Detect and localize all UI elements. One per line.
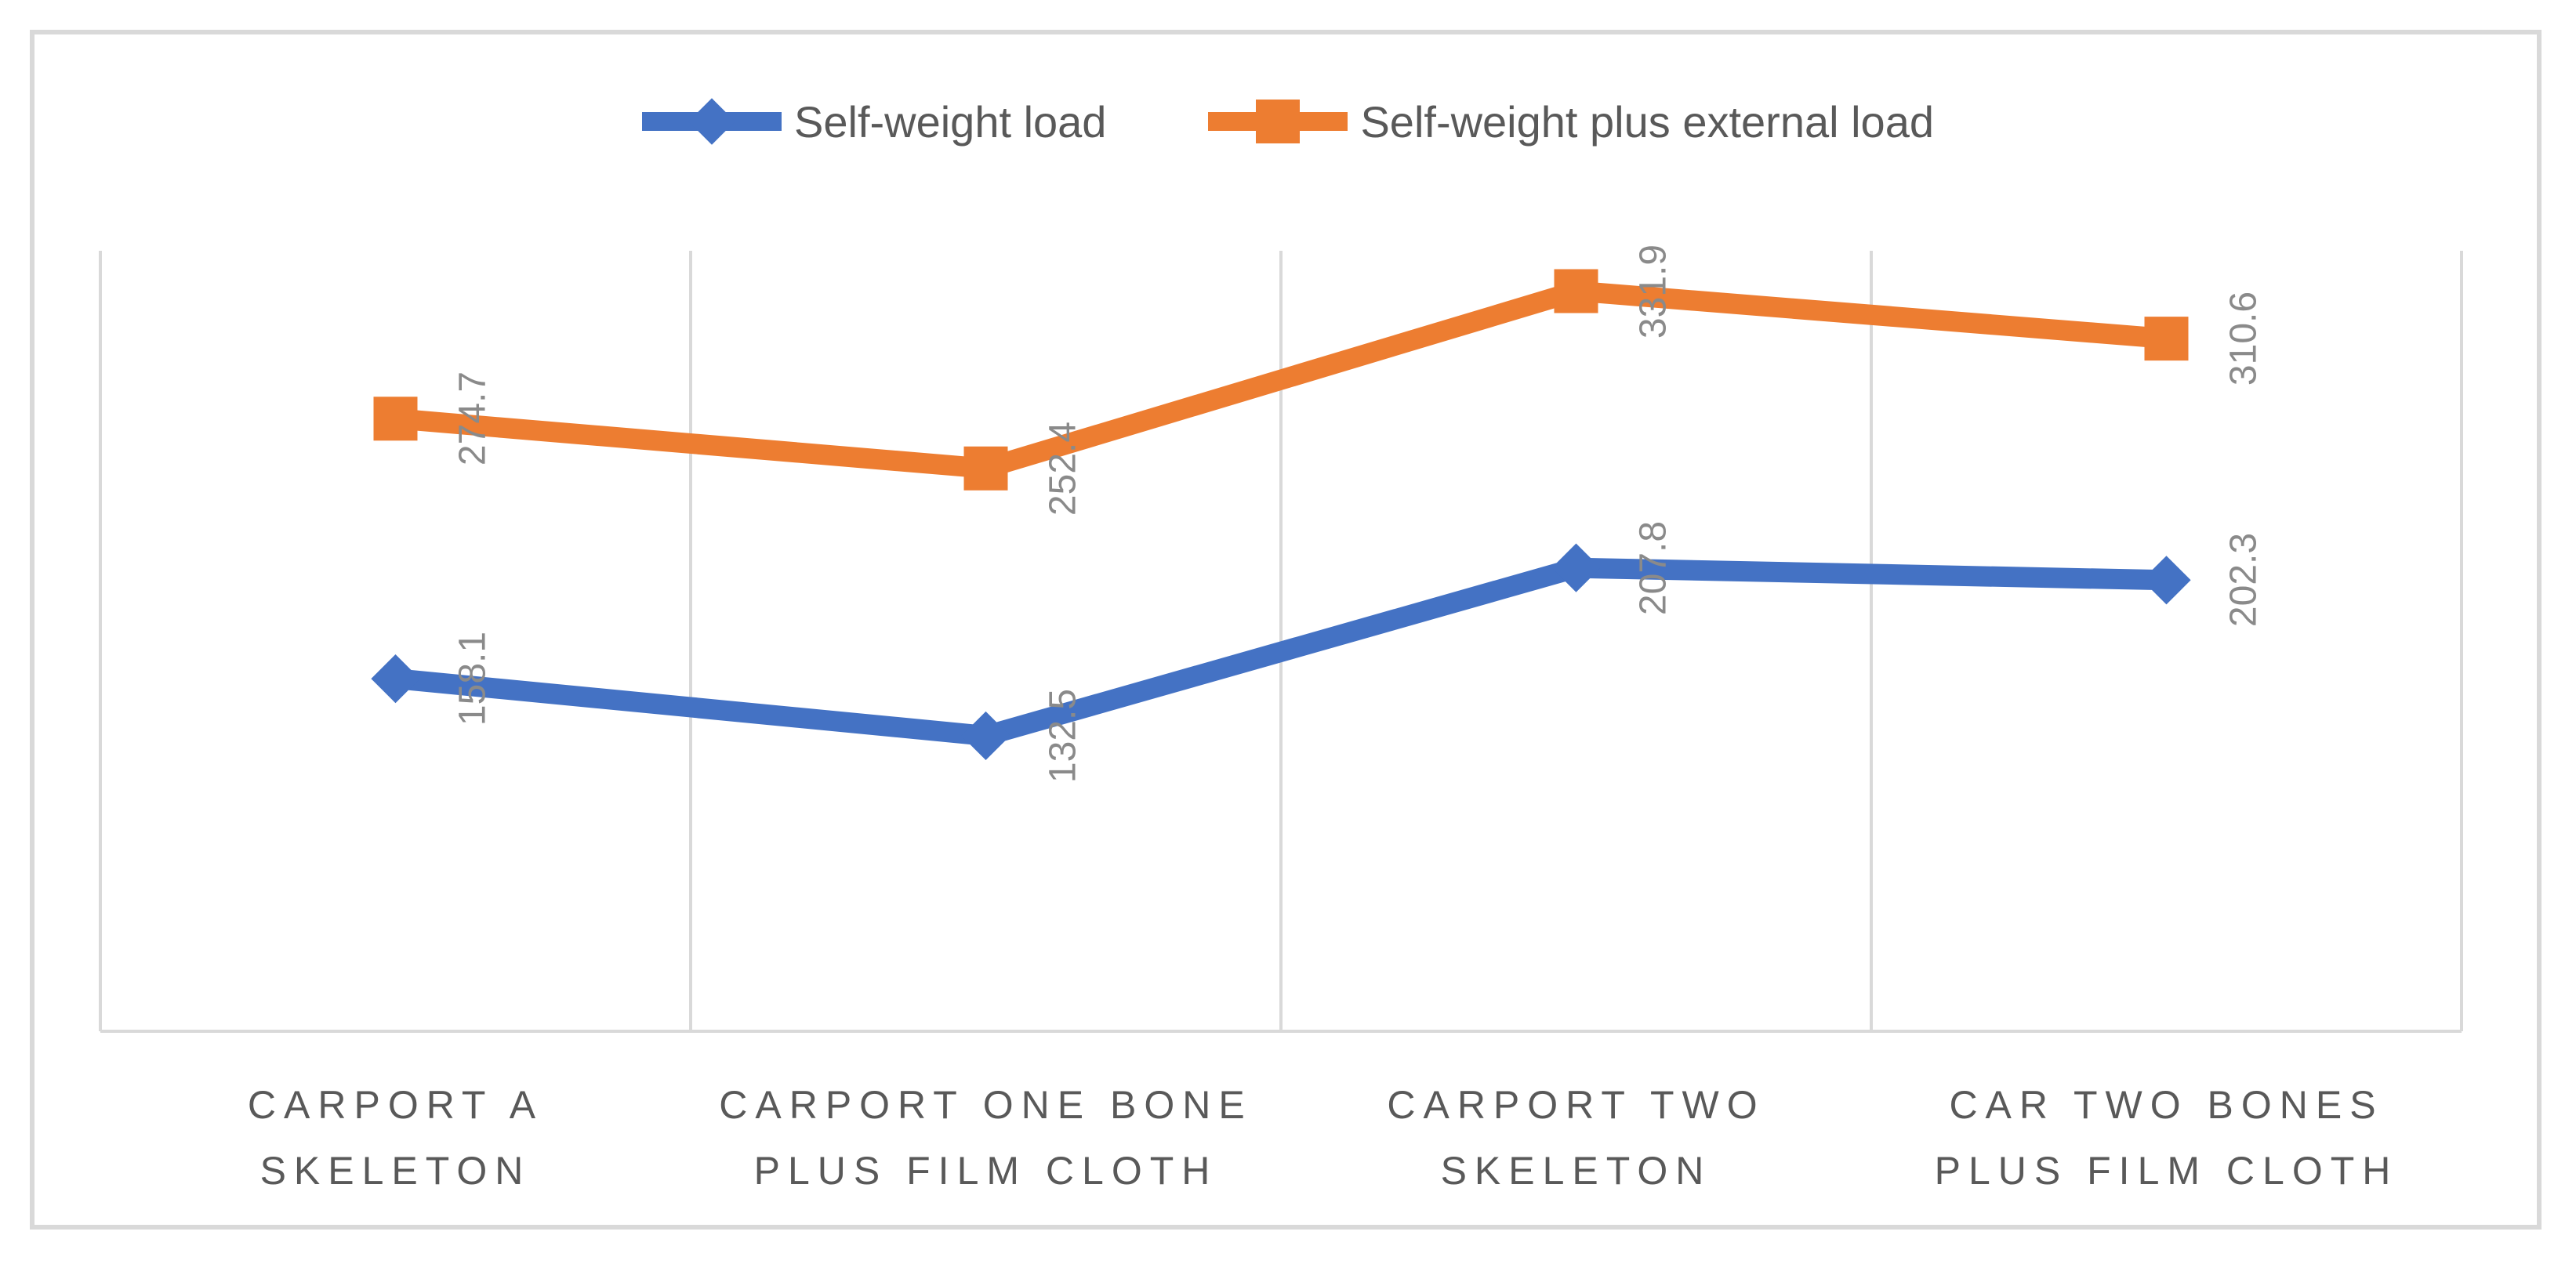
category-label: CARPORT A SKELETON	[98, 1072, 694, 1204]
data-label: 202.3	[2222, 532, 2264, 628]
x-axis-line	[100, 1030, 2462, 1033]
data-label: 132.5	[1042, 688, 1083, 784]
series-line-self-weight	[385, 557, 2177, 746]
vertical-gridline	[99, 251, 102, 1031]
data-point-diamond-marker	[1551, 543, 1601, 592]
square-marker-icon	[1256, 100, 1301, 143]
legend-label: Self-weight load	[794, 96, 1107, 147]
category-label-line: CARPORT ONE BONE	[719, 1083, 1253, 1127]
series-line-self-weight-plus-external	[385, 281, 2177, 479]
data-point-square-marker	[1554, 269, 1598, 313]
category-label: CAR TWO BONES PLUS FILM CLOTH	[1869, 1072, 2465, 1204]
data-label: 252.4	[1042, 421, 1083, 516]
data-point-diamond-marker	[961, 711, 1010, 761]
legend-marker	[642, 96, 782, 147]
legend-item-self-weight-plus-external: Self-weight plus external load	[1208, 96, 1934, 147]
data-label: 310.6	[2222, 291, 2264, 386]
data-point-square-marker	[2144, 317, 2189, 361]
vertical-gridline	[689, 251, 692, 1031]
category-label-line: CAR TWO BONES	[1949, 1083, 2384, 1127]
category-label-line: CARPORT A	[247, 1083, 544, 1127]
legend-marker	[1208, 96, 1348, 147]
vertical-gridline	[2460, 251, 2463, 1031]
category-label-line: PLUS FILM CLOTH	[753, 1149, 1218, 1193]
data-point-diamond-marker	[371, 654, 420, 704]
plot-area	[99, 251, 2463, 1031]
data-point-square-marker	[373, 397, 418, 441]
data-label: 207.8	[1632, 520, 1674, 616]
data-label: 274.7	[452, 371, 493, 466]
legend-label: Self-weight plus external load	[1360, 96, 1934, 147]
data-point-square-marker	[963, 446, 1008, 491]
category-label-line: PLUS FILM CLOTH	[1934, 1149, 2399, 1193]
category-label-line: SKELETON	[259, 1149, 532, 1193]
data-label: 158.1	[452, 631, 493, 726]
data-label: 331.9	[1632, 244, 1674, 339]
category-label: CARPORT TWO SKELETON	[1279, 1072, 1874, 1204]
chart-border	[30, 30, 2542, 1230]
vertical-gridline	[1870, 251, 1873, 1031]
legend-item-self-weight: Self-weight load	[642, 96, 1106, 147]
category-label-line: CARPORT TWO	[1387, 1083, 1765, 1127]
vertical-gridline	[1279, 251, 1283, 1031]
legend: Self-weight load Self-weight plus externa…	[0, 96, 2576, 147]
category-label: CARPORT ONE BONE PLUS FILM CLOTH	[688, 1072, 1284, 1204]
category-label-line: SKELETON	[1440, 1149, 1712, 1193]
data-point-diamond-marker	[2142, 556, 2191, 605]
